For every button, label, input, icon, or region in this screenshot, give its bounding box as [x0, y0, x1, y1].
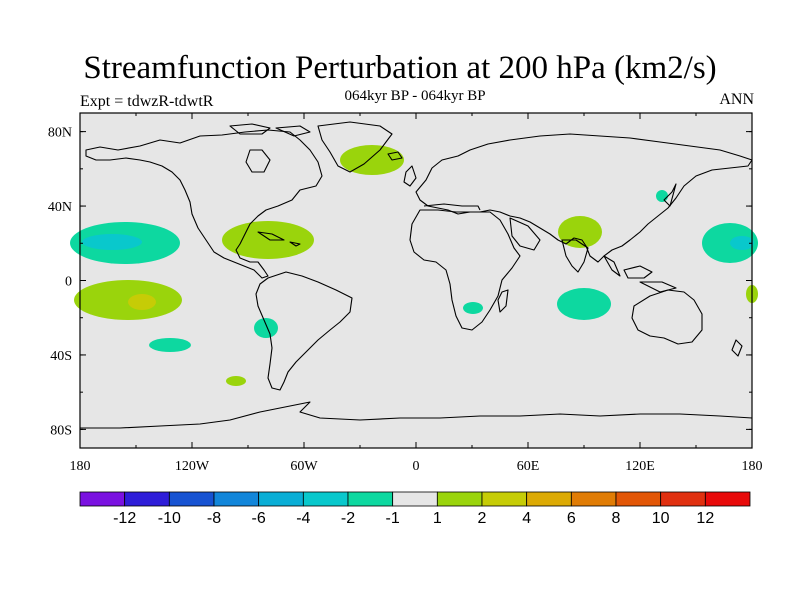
- coast-arctic-islands: [229, 123, 311, 137]
- lon-tick-label: 180: [70, 459, 91, 474]
- anomaly-indian-ocean: [557, 288, 611, 320]
- colorbar-swatch: [615, 491, 662, 507]
- colorbar-label: -8: [207, 510, 221, 527]
- colorbar-swatch: [660, 491, 706, 507]
- colorbar-swatch: [704, 491, 751, 507]
- coast-india: [561, 239, 589, 273]
- coast-caribbean: [257, 231, 301, 247]
- lon-tick-label: 120W: [175, 459, 210, 474]
- colorbar: [79, 491, 751, 507]
- anomaly-japan: [656, 190, 668, 202]
- colorbar-label: -1: [386, 510, 400, 527]
- lat-tick-label: 40N: [48, 200, 72, 215]
- lon-tick-label: 0: [413, 459, 420, 474]
- colorbar-swatch: [481, 491, 528, 507]
- colorbar-swatch: [570, 491, 617, 507]
- lon-tick-label: 180: [742, 459, 763, 474]
- lat-tick-label: 0: [65, 275, 72, 290]
- plot-subtitle: 064kyr BP - 064kyr BP: [344, 88, 486, 104]
- colorbar-label: -6: [252, 510, 266, 527]
- latitude-labels: 80N 40N 0 40S 80S: [48, 126, 72, 439]
- anomaly-layer: [70, 145, 758, 386]
- coast-hudson-bay: [245, 149, 271, 173]
- map-background: [80, 113, 752, 448]
- anomaly-south-pacific: [74, 280, 182, 320]
- colorbar-swatch: [302, 491, 349, 507]
- longitude-labels: 180 120W 60W 0 60E 120E 180: [70, 459, 763, 474]
- lon-tick-label: 60W: [290, 459, 318, 474]
- coastlines: [80, 121, 753, 429]
- lat-tick-label: 40S: [50, 349, 72, 364]
- anomaly-south-atlantic: [254, 318, 278, 338]
- anomaly-caribbean: [222, 221, 314, 259]
- colorbar-label: -10: [158, 510, 181, 527]
- colorbar-label: 6: [567, 510, 576, 527]
- coast-iceland: [387, 151, 403, 161]
- lat-tick-label: 80S: [50, 423, 72, 438]
- colorbar-swatch: [436, 491, 483, 507]
- season-label: ANN: [719, 91, 754, 108]
- anomaly-west-pacific-east-core: [730, 236, 754, 250]
- colorbar-swatch: [526, 491, 572, 507]
- colorbar-swatch: [347, 491, 394, 507]
- coast-arabia: [509, 217, 541, 251]
- coast-antarctica: [80, 401, 753, 429]
- colorbar-label: -4: [296, 510, 310, 527]
- plot-title: Streamfunction Perturbation at 200 hPa (…: [83, 50, 717, 86]
- lat-tick-label: 80N: [48, 126, 72, 141]
- anomaly-south-east-pacific: [149, 338, 191, 352]
- coast-eurasia: [415, 133, 753, 263]
- colorbar-swatch: [124, 491, 170, 507]
- colorbar-labels: -12 -10 -8 -6 -4 -2 -1 1 2 4 6 8 10 12: [113, 510, 714, 527]
- colorbar-swatch: [168, 491, 215, 507]
- colorbar-label: 12: [696, 510, 714, 527]
- colorbar-label: 8: [612, 510, 621, 527]
- anomaly-south-america-tip: [226, 376, 246, 386]
- coast-south-america: [255, 271, 353, 391]
- anomaly-mozambique: [463, 302, 483, 314]
- colorbar-label: 4: [522, 510, 531, 527]
- coast-mediterranean: [423, 203, 481, 211]
- anomaly-north-pacific-core: [82, 234, 142, 250]
- colorbar-label: 2: [478, 510, 487, 527]
- colorbar-label: 1: [433, 510, 442, 527]
- coast-japan: [663, 183, 677, 207]
- experiment-label: Expt = tdwzR-tdwtR: [80, 93, 214, 110]
- colorbar-swatch: [392, 491, 438, 507]
- coast-australia: [631, 289, 703, 345]
- coast-new-zealand: [731, 339, 743, 357]
- colorbar-label: 10: [652, 510, 670, 527]
- colorbar-swatch: [79, 491, 126, 507]
- colorbar-swatch: [258, 491, 304, 507]
- lon-tick-label: 60E: [517, 459, 540, 474]
- coast-africa: [409, 209, 521, 331]
- axis-ticks: [79, 113, 753, 448]
- coast-north-america: [85, 129, 323, 279]
- lon-tick-label: 120E: [625, 459, 655, 474]
- colorbar-label: -12: [113, 510, 136, 527]
- anomaly-south-pacific-core: [128, 294, 156, 310]
- colorbar-swatch: [213, 491, 260, 507]
- coast-southeast-asia: [603, 255, 677, 293]
- coast-uk: [403, 165, 417, 187]
- coast-madagascar: [497, 289, 509, 313]
- coast-greenland: [317, 121, 393, 173]
- anomaly-north-atlantic: [340, 145, 404, 175]
- colorbar-label: -2: [341, 510, 355, 527]
